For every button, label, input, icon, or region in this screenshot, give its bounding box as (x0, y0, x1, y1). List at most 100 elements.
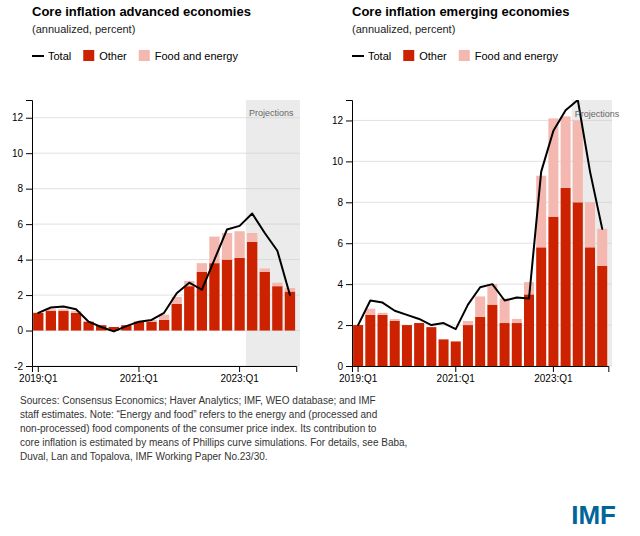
x-tick: 2023:Q1 (220, 366, 259, 384)
projection-shade (246, 100, 300, 366)
subtitle: (annualized, percent) (352, 23, 455, 35)
bar (146, 322, 156, 331)
y-tick-label: 12 (12, 112, 24, 123)
bar (378, 315, 388, 366)
y-tick: 4 (337, 279, 352, 290)
y-tick: 10 (12, 148, 32, 159)
y-tick-mark (346, 202, 352, 203)
x-tick: 2019:Q1 (339, 366, 378, 384)
bar (512, 319, 522, 323)
legend-swatch (32, 55, 44, 57)
y-tick-label: 4 (337, 279, 343, 290)
bar (260, 268, 270, 272)
bar (561, 116, 571, 188)
y-tick: 4 (17, 254, 32, 265)
bar (33, 313, 43, 331)
y-tick: 2 (17, 290, 32, 301)
bar (475, 317, 485, 366)
bar (247, 242, 257, 331)
y-tick: 6 (17, 219, 32, 230)
bar (426, 327, 436, 366)
y-tick-label: 12 (332, 115, 344, 126)
y-tick-label: 4 (17, 254, 23, 265)
y-tick: 12 (12, 112, 32, 123)
bar (209, 263, 219, 330)
legend: TotalOtherFood and energy (352, 50, 558, 62)
panel: Core inflation emerging economies (annual… (332, 4, 620, 384)
bar (285, 292, 295, 331)
bar (426, 327, 436, 328)
bar (548, 217, 558, 366)
legend-item: Total (32, 50, 71, 62)
legend-item: Food and energy (459, 50, 559, 62)
bar (463, 325, 473, 366)
x-tick-label: 2023:Q1 (534, 373, 573, 384)
bar (451, 341, 461, 342)
bar (439, 339, 449, 340)
y-tick: 8 (337, 197, 352, 208)
footnote-line: core inflation is estimated by means of … (20, 437, 407, 448)
x-tick-mark (553, 366, 554, 372)
bar (573, 202, 583, 366)
y-tick: 0 (17, 325, 32, 336)
x-tick: 2023:Q1 (534, 366, 573, 384)
bar (597, 266, 607, 366)
bar (597, 229, 607, 266)
bar (378, 313, 388, 315)
footnote-line: non-processed) food components of the co… (20, 423, 377, 434)
bar (285, 288, 295, 292)
bar (353, 325, 363, 366)
legend-label: Food and energy (155, 50, 239, 62)
bar (536, 247, 546, 366)
title: Core inflation advanced economies (32, 4, 251, 19)
y-tick-mark (26, 331, 32, 332)
total-line (358, 100, 602, 329)
bar (390, 321, 400, 366)
legend-swatch (352, 55, 364, 57)
bar-series (365, 116, 607, 325)
y-tick: 8 (17, 183, 32, 194)
bar-series (33, 242, 295, 331)
bar-series (46, 231, 295, 321)
x-tick-label: 2019:Q1 (339, 373, 378, 384)
y-tick: 2 (337, 320, 352, 331)
x-tick-label: 2019:Q1 (19, 373, 58, 384)
panel: Core inflation advanced economies(annual… (12, 4, 300, 384)
y-tick-mark (26, 260, 32, 261)
y-tick: 12 (332, 115, 352, 126)
y-tick-label: 0 (17, 325, 23, 336)
bar (524, 294, 534, 366)
x-axis: 2019:Q12021:Q12023:Q1 (19, 366, 297, 384)
bar (365, 315, 375, 366)
annotation: Projections (249, 108, 294, 118)
x-tick-mark (239, 366, 240, 372)
grid-line (32, 188, 300, 189)
bar (414, 323, 424, 324)
y-tick-label: 2 (337, 320, 343, 331)
y-tick-mark (346, 161, 352, 162)
y-axis: -2024681012 (12, 101, 33, 372)
y-tick: 0 (337, 361, 352, 372)
legend-swatch (83, 50, 94, 61)
legend: TotalOtherFood and energy (32, 50, 238, 62)
shading-layer (246, 100, 300, 366)
y-tick-mark (346, 243, 352, 244)
y-tick: 10 (332, 156, 352, 167)
legend-item: Food and energy (139, 50, 239, 62)
plot-area (33, 213, 295, 331)
y-tick-label: 0 (337, 361, 343, 372)
bar (234, 231, 244, 258)
y-tick-mark (26, 118, 32, 119)
y-tick-mark (346, 284, 352, 285)
y-tick-label: 8 (17, 183, 23, 194)
grid (352, 120, 612, 366)
bar (487, 305, 497, 366)
y-tick: 6 (337, 238, 352, 249)
title: Core inflation emerging economies (352, 4, 569, 19)
x-axis-line (353, 367, 609, 373)
grid-line (32, 259, 300, 260)
bar (451, 341, 461, 366)
bar (414, 323, 424, 366)
legend-swatch (139, 50, 150, 61)
bar (172, 304, 182, 331)
